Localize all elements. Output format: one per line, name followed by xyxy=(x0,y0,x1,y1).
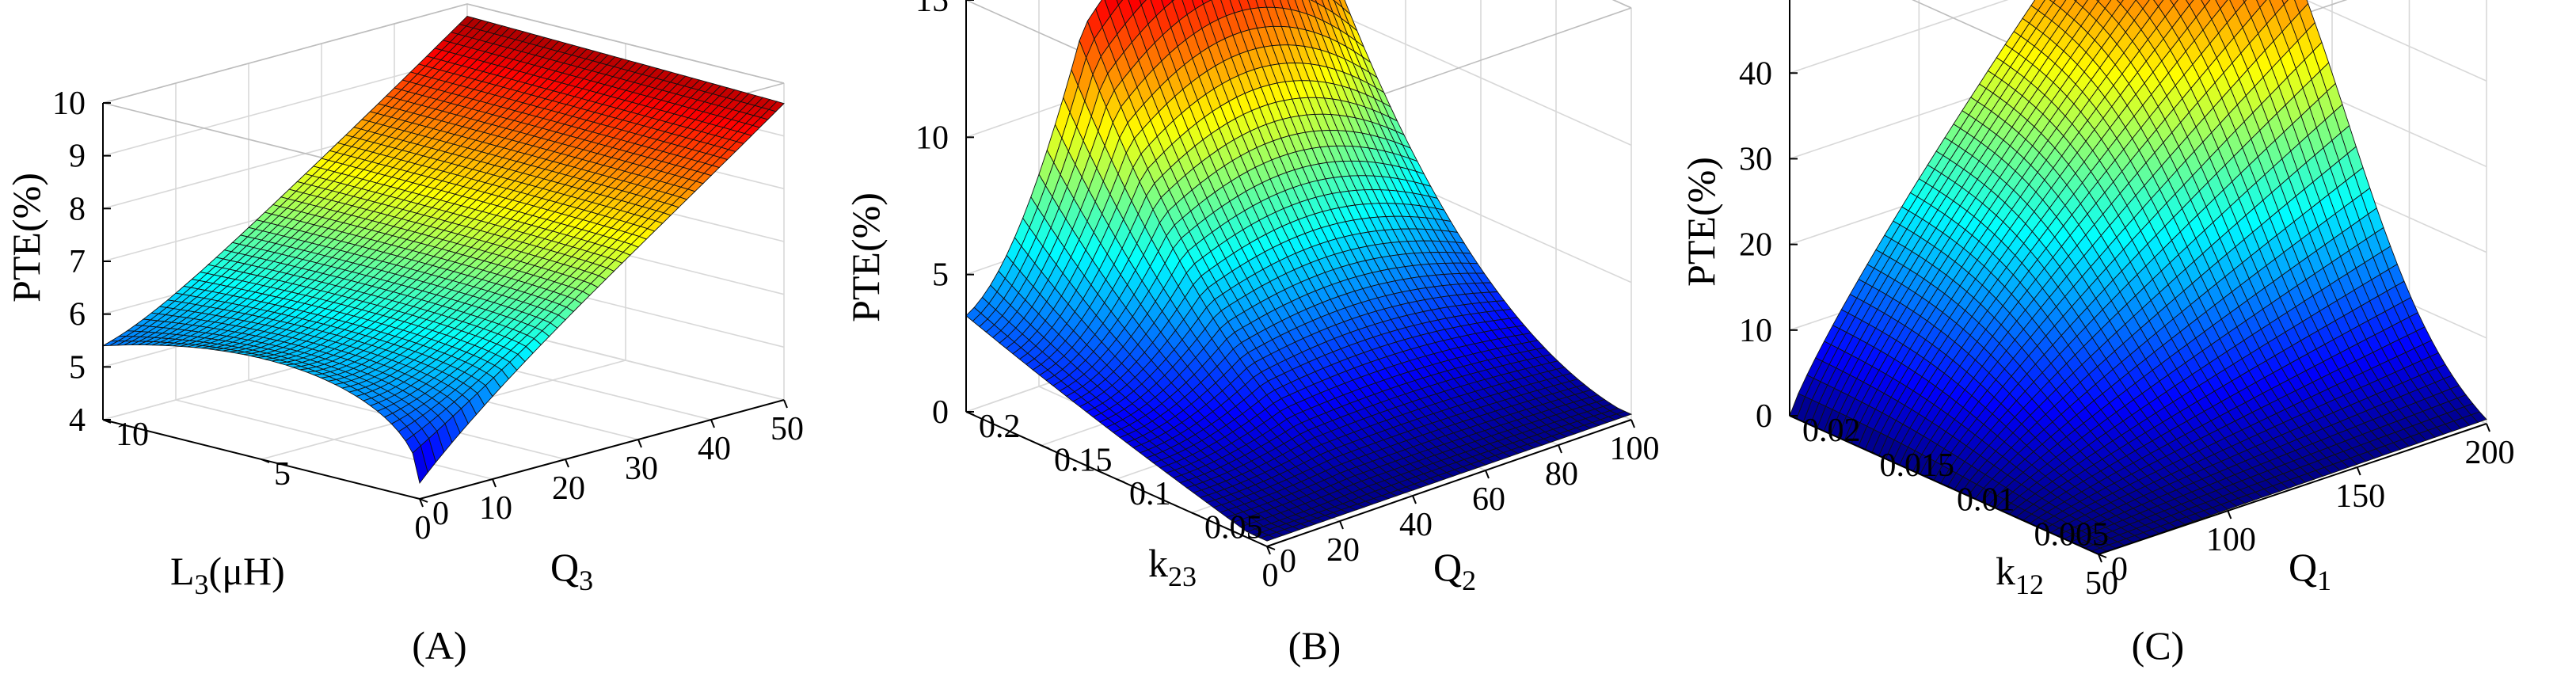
y-tick-label: 50 xyxy=(771,411,804,447)
tick-labels: 0 5 10 0 10 20 30 40 50 4 5 6 7 8 9 10 xyxy=(52,86,804,546)
x-tick-label: 0 xyxy=(1280,543,1296,580)
chart-panel-c: 00.0050.010.0150.02501001502000102030405… xyxy=(1679,0,2515,668)
z-tick-label: 10 xyxy=(915,120,949,156)
x-tick-label: 0.05 xyxy=(1204,510,1263,546)
surface xyxy=(102,15,785,485)
y-tick-label: 0 xyxy=(1262,558,1279,594)
y-axis-label: Q3 xyxy=(550,545,593,596)
x-tick-label: 0.15 xyxy=(1054,443,1113,479)
y-tick-mark xyxy=(419,498,424,508)
y-tick-mark xyxy=(1339,520,1344,530)
x-tick-label: 0.1 xyxy=(1129,476,1171,512)
y-axis-label: Q2 xyxy=(1433,545,1476,596)
z-tick-label: 7 xyxy=(69,244,86,280)
x-axis-label: L3(μH) xyxy=(170,549,285,600)
y-tick-mark xyxy=(565,459,569,468)
surface xyxy=(965,0,1633,542)
y-tick-label: 0 xyxy=(415,510,432,546)
x-tick-mark xyxy=(1191,512,1200,517)
z-tick-label: 5 xyxy=(932,257,949,294)
x-tick-mark xyxy=(1116,478,1125,483)
y-tick-mark xyxy=(1485,470,1490,479)
y-axis-label-base: Q xyxy=(1433,545,1462,589)
y-tick-label: 20 xyxy=(552,470,585,507)
y-tick-mark xyxy=(637,439,642,448)
x-axis-label: k23 xyxy=(1148,541,1197,592)
x-tick-mark xyxy=(419,498,428,503)
y-tick-mark xyxy=(492,478,497,488)
surface-patch xyxy=(412,445,428,485)
z-tick-label: 9 xyxy=(69,139,86,175)
z-tick-label: 6 xyxy=(69,297,86,333)
y-tick-label: 60 xyxy=(1472,481,1505,518)
z-tick-label: 15 xyxy=(915,0,949,19)
y-tick-mark xyxy=(1630,419,1635,428)
y-axis-label-subscript: 2 xyxy=(1462,565,1476,596)
y-axis-line xyxy=(419,399,785,500)
y-tick-mark xyxy=(783,399,788,409)
z-tick-label: 5 xyxy=(69,349,86,386)
panel-label: (A) xyxy=(412,623,466,668)
y-tick-label: 40 xyxy=(698,431,731,467)
x-tick-label: 0 xyxy=(432,496,449,532)
z-axis-label: PTE(%) xyxy=(4,173,48,303)
y-tick-mark xyxy=(1558,444,1562,454)
y-tick-label: 20 xyxy=(1326,532,1360,569)
chart-panel-b: 0 0.05 0.1 0.15 0.2 0 20 40 60 80 100 0 5 10 15 PTE(%) k… xyxy=(843,0,1660,668)
box-edge xyxy=(466,3,785,84)
z-tick-label: 10 xyxy=(52,86,86,122)
y-tick-label: 30 xyxy=(625,451,658,487)
box-edge xyxy=(102,3,468,104)
x-tick-label: 0.2 xyxy=(979,409,1021,445)
y-tick-label: 100 xyxy=(1610,431,1660,467)
x-axis-label-base: k xyxy=(1148,541,1168,585)
x-axis-label-unit: (μH) xyxy=(209,549,285,593)
x-tick-mark xyxy=(261,459,270,463)
x-tick-label: 5 xyxy=(274,456,291,493)
y-tick-label: 80 xyxy=(1545,456,1578,493)
x-tick-label: 10 xyxy=(116,417,149,453)
y-tick-mark xyxy=(1412,495,1417,504)
y-axis-label-subscript: 3 xyxy=(579,565,593,596)
z-tick-label: 8 xyxy=(69,191,86,227)
y-axis-label-base: Q xyxy=(550,545,579,589)
x-axis-label-base: L xyxy=(170,549,195,593)
panel-label: (B) xyxy=(1288,623,1341,668)
y-tick-label: 10 xyxy=(479,490,512,527)
x-axis-label-subscript: 23 xyxy=(1168,561,1197,592)
x-axis-label-subscript: 3 xyxy=(195,569,209,600)
z-tick-label: 0 xyxy=(932,394,949,431)
x-tick-mark xyxy=(1041,444,1050,450)
z-tick-label: 4 xyxy=(69,402,86,439)
y-tick-label: 40 xyxy=(1399,507,1433,543)
y-tick-mark xyxy=(710,419,715,428)
z-axis-label: PTE(%) xyxy=(843,192,888,322)
